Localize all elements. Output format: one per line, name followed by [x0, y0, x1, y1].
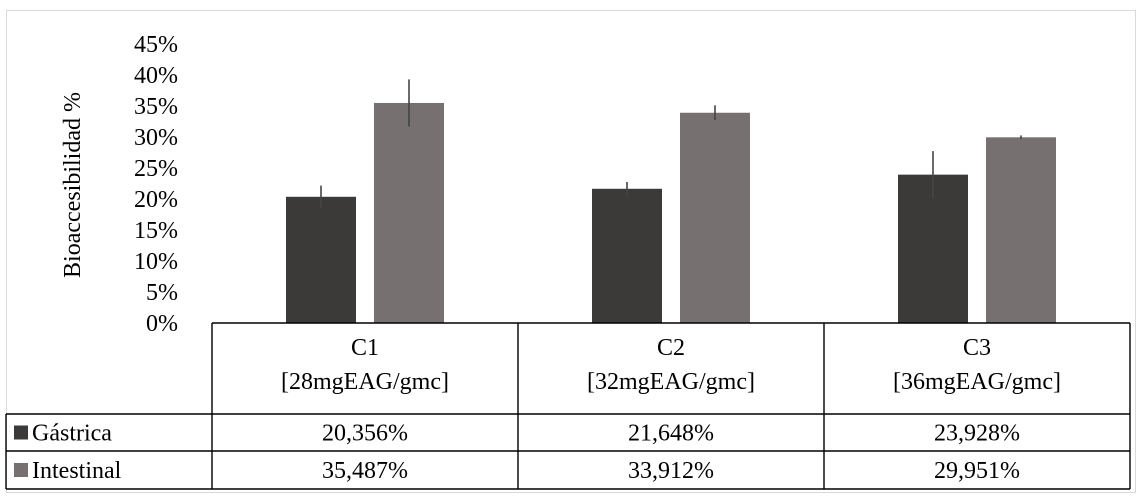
category-sublabel: [32mgEAG/gmc]: [587, 369, 755, 395]
table-value: 23,928%: [934, 421, 1020, 447]
category-label: C1: [351, 335, 379, 361]
category-label: C3: [963, 335, 991, 361]
bar-gástrica-c3: [898, 174, 968, 323]
y-tick-label: 40%: [134, 63, 178, 89]
table-value: 33,912%: [628, 458, 714, 484]
category-sublabel: [36mgEAG/gmc]: [893, 369, 1061, 395]
table-value: 29,951%: [934, 458, 1020, 484]
y-tick-label: 20%: [134, 187, 178, 213]
bar-intestinal-c1: [374, 102, 444, 324]
data-table: C1 [28mgEAG/gmc] C2 [32mgEAG/gmc] C3 [36mgEAG…: [5, 322, 1131, 490]
table-value: 20,356%: [322, 421, 408, 447]
category-label: C2: [657, 335, 685, 361]
y-axis-ticks: 45% 40% 35% 30% 25% 20% 15% 10% 5% 0%: [134, 32, 178, 337]
legend-swatch: [14, 425, 28, 440]
y-tick-label: 15%: [134, 218, 178, 244]
y-tick-label: 30%: [134, 125, 178, 151]
bar-intestinal-c3: [986, 137, 1056, 323]
bar-intestinal-c2: [680, 112, 750, 323]
y-tick-label: 10%: [134, 249, 178, 275]
category-sublabel: [28mgEAG/gmc]: [281, 369, 449, 395]
y-tick-label: 0%: [146, 311, 178, 337]
legend-label: Intestinal: [32, 458, 122, 484]
chart-frame: [6, 10, 1136, 493]
y-tick-label: 45%: [134, 32, 178, 58]
legend-label: Gástrica: [32, 421, 112, 447]
y-tick-label: 35%: [134, 94, 178, 120]
y-axis-label-group: Bioaccesibilidad %: [60, 92, 86, 278]
bar-gástrica-c1: [286, 196, 356, 323]
bar-gástrica-c2: [592, 188, 662, 323]
y-tick-label: 25%: [134, 156, 178, 182]
bars: [286, 79, 1056, 324]
y-tick-label: 5%: [146, 280, 178, 306]
table-value: 21,648%: [628, 421, 714, 447]
y-axis-label: Bioaccesibilidad %: [60, 92, 86, 278]
table-value: 35,487%: [322, 458, 408, 484]
legend-swatch: [14, 463, 28, 477]
